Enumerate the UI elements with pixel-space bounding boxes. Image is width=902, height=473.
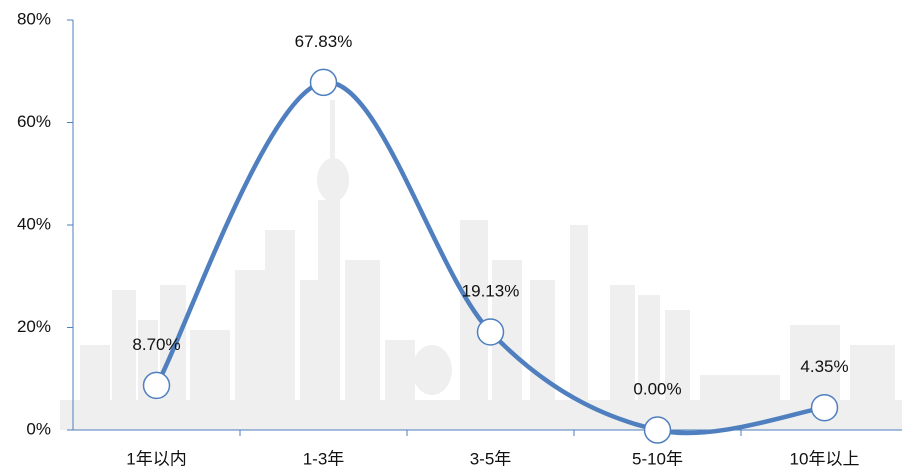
x-tick-label: 10年以上 <box>790 449 860 468</box>
data-label: 67.83% <box>295 32 353 51</box>
y-tick-label: 0% <box>26 419 51 438</box>
data-label: 19.13% <box>462 281 520 300</box>
x-tick-label: 1-3年 <box>303 449 345 468</box>
point-marker <box>142 371 171 400</box>
series-line <box>154 80 825 436</box>
data-label: 0.00% <box>633 379 681 398</box>
point-marker <box>810 393 839 422</box>
data-label: 8.70% <box>132 335 180 354</box>
point-marker <box>643 416 672 444</box>
x-tick-label: 1年以内 <box>126 449 186 468</box>
y-tick-label: 80% <box>17 9 51 28</box>
y-tick-label: 60% <box>17 112 51 131</box>
point-marker <box>476 318 505 346</box>
skyline-background <box>60 100 902 430</box>
x-tick-label: 5-10年 <box>632 449 683 468</box>
y-tick-label: 20% <box>17 317 51 336</box>
y-tick-label: 40% <box>17 214 51 233</box>
x-tick-label: 3-5年 <box>470 449 512 468</box>
point-marker <box>309 68 338 97</box>
data-label: 4.35% <box>800 357 848 376</box>
